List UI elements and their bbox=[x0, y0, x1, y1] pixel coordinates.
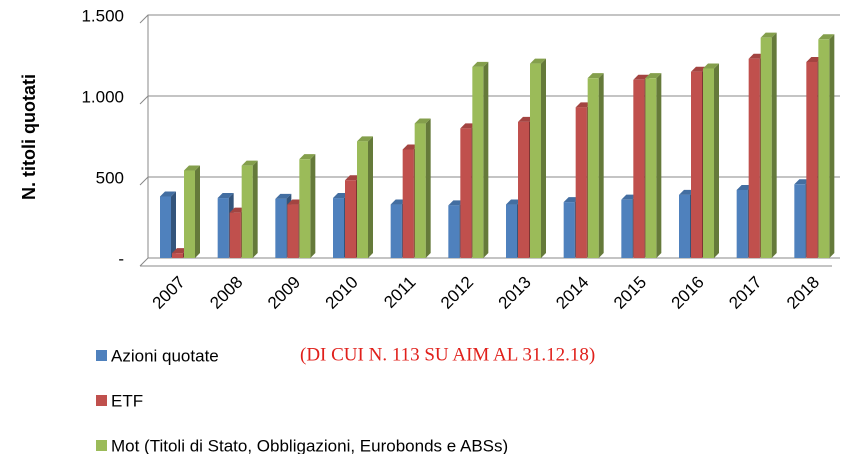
bar bbox=[748, 58, 760, 258]
grid-line bbox=[139, 95, 840, 105]
bar bbox=[691, 71, 702, 258]
grid-line bbox=[139, 257, 840, 267]
bar-side bbox=[252, 160, 258, 258]
bar-top bbox=[645, 73, 662, 79]
bar-side bbox=[598, 73, 604, 259]
bar bbox=[414, 123, 426, 258]
bar-side bbox=[310, 154, 316, 258]
bar-top bbox=[241, 160, 258, 166]
bar-side bbox=[195, 165, 200, 258]
bar bbox=[633, 79, 645, 258]
bar-top bbox=[818, 34, 835, 40]
bar bbox=[736, 189, 748, 258]
y-tick-label: - bbox=[118, 249, 124, 268]
bar-side bbox=[656, 73, 662, 259]
legend-label: Azioni quotate bbox=[111, 346, 219, 365]
bar bbox=[818, 39, 830, 258]
legend-label: ETF bbox=[111, 391, 143, 410]
x-tick-label: 2008 bbox=[206, 273, 246, 313]
grid-line bbox=[139, 14, 840, 24]
bar-top bbox=[414, 118, 431, 124]
bar-side bbox=[368, 136, 373, 258]
y-tick-label: 1.500 bbox=[81, 6, 124, 25]
x-tick-label: 2014 bbox=[552, 273, 592, 313]
bar-top bbox=[760, 32, 777, 38]
bar bbox=[760, 37, 772, 259]
bar bbox=[299, 159, 311, 258]
annotation: (DI CUI N. 113 SU AIM AL 31.12.18) bbox=[300, 344, 595, 365]
legend-swatch bbox=[96, 395, 107, 406]
bar bbox=[345, 180, 356, 258]
bar bbox=[460, 128, 472, 258]
bar-side bbox=[541, 58, 546, 258]
bar bbox=[390, 204, 402, 258]
bar bbox=[587, 78, 599, 259]
bar-top bbox=[160, 191, 176, 197]
bar bbox=[506, 204, 517, 258]
bar-top bbox=[299, 154, 316, 160]
bar-top bbox=[357, 136, 373, 142]
bar-side bbox=[829, 34, 835, 258]
x-tick-label: 2015 bbox=[610, 273, 650, 313]
x-tick-label: 2011 bbox=[380, 273, 419, 312]
x-tick-label: 2007 bbox=[149, 273, 189, 313]
bar bbox=[241, 165, 253, 258]
bar-top bbox=[275, 193, 292, 199]
bar-top bbox=[217, 193, 234, 199]
x-tick-label: 2010 bbox=[322, 273, 362, 313]
legend-swatch bbox=[96, 440, 107, 451]
bar bbox=[645, 78, 657, 259]
y-tick-label: 500 bbox=[96, 168, 124, 187]
bar bbox=[357, 141, 368, 258]
bar bbox=[275, 198, 287, 258]
legend-label: Mot (Titoli di Stato, Obbligazioni, Euro… bbox=[111, 436, 508, 454]
bar bbox=[229, 212, 241, 258]
bar-side bbox=[771, 32, 777, 259]
bar bbox=[518, 121, 529, 258]
y-axis-label: N. titoli quotati bbox=[19, 74, 39, 200]
bar bbox=[563, 202, 575, 258]
x-tick-label: 2013 bbox=[495, 273, 535, 313]
bar bbox=[172, 253, 183, 258]
legend-swatch bbox=[96, 350, 107, 361]
x-tick-label: 2017 bbox=[725, 273, 765, 313]
bar bbox=[703, 68, 714, 259]
x-tick-label: 2012 bbox=[437, 273, 477, 313]
bar bbox=[333, 198, 344, 258]
bar-top bbox=[184, 165, 200, 171]
bar-top bbox=[703, 63, 719, 69]
bar bbox=[530, 63, 541, 258]
bar-side bbox=[483, 61, 489, 259]
bar-side bbox=[171, 191, 176, 258]
bar bbox=[679, 194, 690, 258]
bar-side bbox=[425, 118, 431, 258]
bar bbox=[217, 198, 229, 258]
x-tick-label: 2009 bbox=[264, 273, 304, 313]
y-tick-label: 1.000 bbox=[81, 87, 124, 106]
x-tick-label: 2016 bbox=[668, 273, 708, 313]
bar-top bbox=[530, 58, 546, 64]
bar-top bbox=[472, 61, 489, 67]
bar bbox=[402, 149, 414, 258]
bar bbox=[621, 199, 633, 258]
bar-side bbox=[714, 63, 719, 259]
bar bbox=[287, 204, 299, 258]
bar bbox=[160, 196, 171, 258]
bar bbox=[806, 61, 818, 259]
bar bbox=[575, 107, 587, 258]
bar bbox=[472, 66, 484, 258]
x-tick-label: 2018 bbox=[783, 273, 823, 313]
bar-top bbox=[587, 73, 604, 79]
bar bbox=[184, 170, 195, 258]
bar bbox=[794, 184, 806, 258]
bar bbox=[448, 205, 460, 258]
